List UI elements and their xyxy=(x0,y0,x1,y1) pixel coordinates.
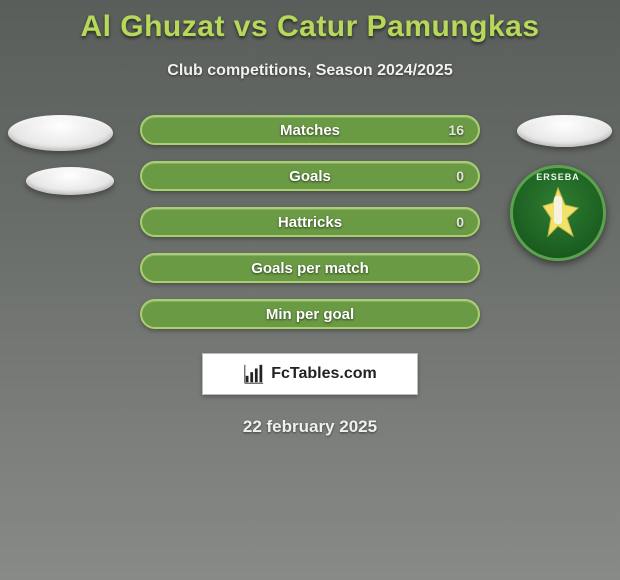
badge-emblem-icon xyxy=(523,178,593,248)
stat-bar-label: Matches xyxy=(280,122,340,139)
logo-text: FcTables.com xyxy=(271,365,377,383)
comparison-chart: ERSEBA Matches 16 Goals 0 Hattricks 0 Goals pe… xyxy=(0,115,620,335)
stat-bar-label: Goals per match xyxy=(251,260,369,277)
right-placeholder-ellipse xyxy=(517,115,612,147)
stat-bar-value: 0 xyxy=(456,214,464,230)
stat-bar: Goals per match xyxy=(140,253,480,283)
left-placeholder-ellipse-1 xyxy=(8,115,113,151)
fctables-logo[interactable]: FcTables.com xyxy=(202,353,418,395)
stat-bar-value: 0 xyxy=(456,168,464,184)
subtitle: Club competitions, Season 2024/2025 xyxy=(0,62,620,80)
stat-bar-value: 16 xyxy=(448,122,464,138)
bar-chart-icon xyxy=(243,363,265,385)
badge-ring-text: ERSEBA xyxy=(513,172,603,182)
stat-bar-label: Hattricks xyxy=(278,214,342,231)
date-text: 22 february 2025 xyxy=(0,417,620,437)
stat-bar: Goals 0 xyxy=(140,161,480,191)
club-badge: ERSEBA xyxy=(510,165,606,261)
stat-bar: Hattricks 0 xyxy=(140,207,480,237)
stat-bars: Matches 16 Goals 0 Hattricks 0 Goals per match… xyxy=(140,115,480,345)
page-title: Al Ghuzat vs Catur Pamungkas xyxy=(0,0,620,44)
stat-bar: Min per goal xyxy=(140,299,480,329)
stat-bar: Matches 16 xyxy=(140,115,480,145)
stat-bar-label: Goals xyxy=(289,168,331,185)
left-placeholder-ellipse-2 xyxy=(26,167,114,195)
stat-bar-label: Min per goal xyxy=(266,306,354,323)
